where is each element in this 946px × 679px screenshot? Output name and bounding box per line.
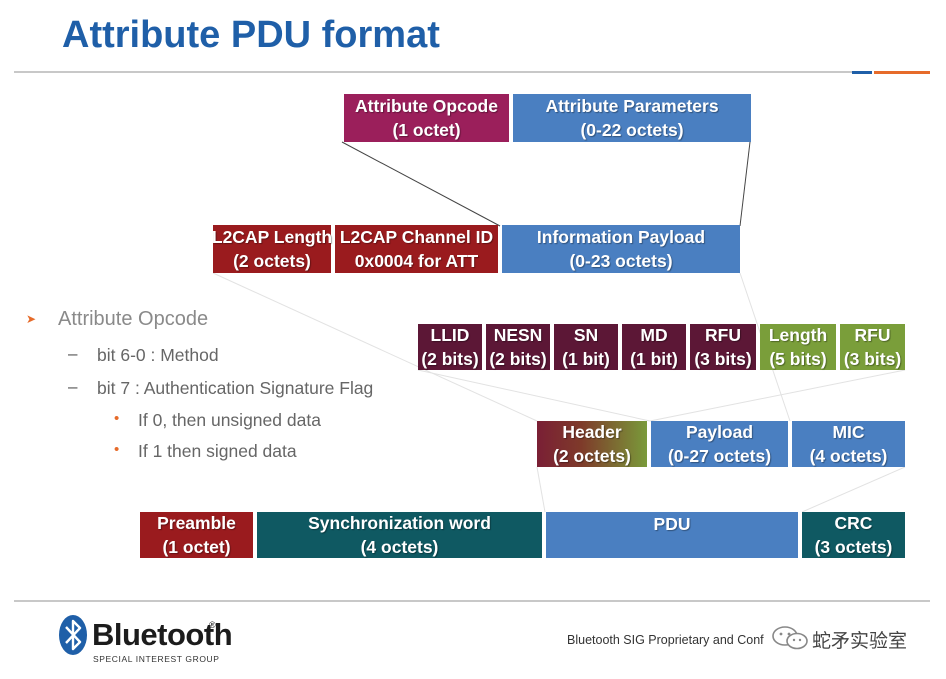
field-sn: SN (1 bit): [554, 324, 618, 370]
field-synchronization-word: Synchronization word (4 octets): [257, 512, 542, 558]
field-attribute-opcode: Attribute Opcode (1 octet): [344, 94, 509, 142]
field-pdu: PDU: [546, 512, 798, 558]
bluetooth-logo-registered: ®: [209, 620, 216, 630]
page-title: Attribute PDU format: [62, 14, 440, 56]
field-header: Header (2 octets): [537, 421, 647, 467]
field-crc: CRC (3 octets): [802, 512, 905, 558]
connector-pdu-right: [801, 466, 906, 513]
field-attribute-parameters: Attribute Parameters (0-22 octets): [513, 94, 751, 142]
top-divider-accent-orange: [874, 71, 930, 74]
top-divider: [14, 71, 854, 73]
field-information-payload: Information Payload (0-23 octets): [502, 225, 740, 273]
connector-bits-right: [649, 369, 906, 422]
field-mic: MIC (4 octets): [792, 421, 905, 467]
bluetooth-logo-subtitle: SPECIAL INTEREST GROUP: [93, 654, 220, 664]
bullet-dash-icon: –: [68, 377, 78, 396]
bluetooth-logo-icon: [59, 615, 87, 655]
field-llid: LLID (2 bits): [418, 324, 482, 370]
field-md: MD (1 bit): [622, 324, 686, 370]
field-l2cap-length: L2CAP Length (2 octets): [211, 225, 333, 273]
bullet-sub-2: bit 7 : Authentication Signature Flag: [97, 378, 374, 398]
connector-bits-left: [417, 369, 651, 422]
watermark-text: 蛇矛实验室: [812, 630, 908, 652]
connector-att-right: [739, 141, 751, 227]
field-rfu-2: RFU (3 bits): [840, 324, 905, 370]
bullet-main: Attribute Opcode: [58, 308, 209, 330]
bullet-subsub-1: If 0, then unsigned data: [138, 410, 321, 430]
bullet-dot-icon: •: [114, 410, 120, 427]
field-length: Length (5 bits): [760, 324, 836, 370]
bluetooth-logo-word: Bluetooth: [92, 617, 233, 652]
bottom-divider: [14, 600, 930, 602]
bullet-dot-icon: •: [114, 441, 120, 458]
bullet-sub-1: bit 6-0 : Method: [97, 345, 219, 365]
field-preamble: Preamble (1 octet): [140, 512, 253, 558]
connector-pdu-left: [536, 466, 546, 513]
footer-proprietary-text: Bluetooth SIG Proprietary and Conf: [567, 633, 764, 647]
field-l2cap-channel-id: L2CAP Channel ID 0x0004 for ATT: [335, 225, 498, 273]
wechat-icon: [772, 626, 808, 650]
bullet-subsub-2: If 1 then signed data: [138, 441, 297, 461]
field-nesn: NESN (2 bits): [486, 324, 550, 370]
top-divider-accent-blue: [852, 71, 872, 74]
bullet-dash-icon: –: [68, 344, 78, 363]
bullet-arrow-icon: ➤: [26, 312, 37, 326]
field-payload: Payload (0-27 octets): [651, 421, 788, 467]
connector-att-left: [341, 141, 501, 227]
field-rfu-1: RFU (3 bits): [690, 324, 756, 370]
